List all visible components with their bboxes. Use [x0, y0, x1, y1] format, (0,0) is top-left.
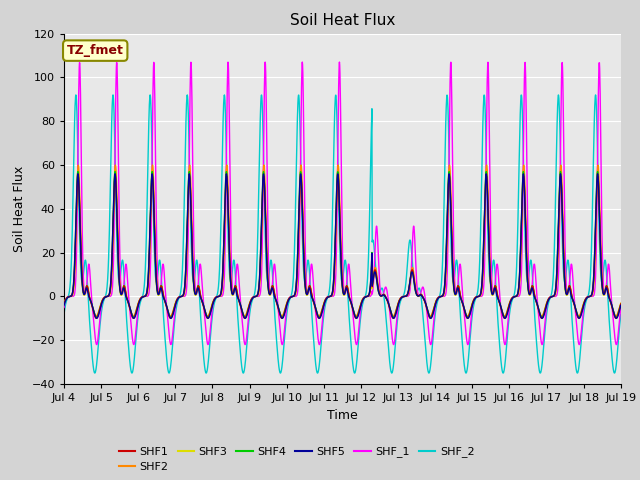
SHF_2 [568, 317, 576, 323]
SHF3 [371, 268, 379, 274]
SHF5 [216, 293, 223, 299]
SHF1 [204, 315, 211, 321]
Title: Soil Heat Flux: Soil Heat Flux [290, 13, 395, 28]
SHF3 [505, 303, 513, 309]
SHF5 [584, 295, 591, 300]
Legend: SHF1, SHF2, SHF3, SHF4, SHF5, SHF_1, SHF_2: SHF1, SHF2, SHF3, SHF4, SHF5, SHF_1, SHF… [114, 442, 479, 477]
SHF4 [568, 294, 575, 300]
SHF2 [584, 294, 591, 300]
SHF_1 [359, 297, 367, 302]
SHF5 [359, 298, 367, 303]
Line: SHF3: SHF3 [64, 169, 621, 316]
Line: SHF5: SHF5 [64, 174, 621, 318]
SHF5 [568, 295, 576, 301]
SHF1 [359, 297, 367, 302]
SHF4 [504, 305, 512, 311]
SHF_1 [335, 59, 343, 65]
SHF3 [617, 300, 625, 306]
SHF_1 [568, 264, 576, 270]
SHF5 [60, 302, 68, 308]
SHF5 [617, 302, 625, 308]
SHF_1 [60, 305, 68, 311]
SHF3 [445, 167, 453, 172]
SHF_1 [505, 312, 513, 317]
SHF2 [617, 300, 625, 306]
SHF_2 [505, 319, 513, 325]
SHF4 [612, 314, 620, 320]
SHF4 [617, 301, 625, 307]
SHF_2 [60, 312, 68, 317]
SHF2 [359, 296, 367, 302]
SHF1 [568, 295, 576, 300]
SHF2 [204, 313, 211, 319]
Y-axis label: Soil Heat Flux: Soil Heat Flux [13, 166, 26, 252]
SHF5 [505, 306, 513, 312]
SHF3 [216, 293, 223, 299]
Line: SHF4: SHF4 [64, 171, 621, 317]
SHF_2 [216, 267, 223, 273]
SHF5 [74, 171, 82, 177]
SHF_2 [584, 295, 591, 300]
SHF4 [60, 301, 68, 307]
SHF_1 [371, 254, 379, 260]
SHF2 [297, 162, 305, 168]
SHF3 [204, 313, 211, 319]
SHF1 [216, 293, 223, 299]
SHF2 [371, 265, 379, 271]
SHF3 [568, 295, 576, 301]
SHF3 [60, 300, 68, 306]
SHF3 [584, 294, 591, 300]
SHF2 [505, 303, 513, 309]
SHF_2 [359, 300, 367, 306]
SHF1 [371, 267, 379, 273]
SHF_1 [216, 294, 223, 300]
SHF_2 [351, 370, 358, 376]
Line: SHF2: SHF2 [64, 165, 621, 316]
SHF1 [584, 294, 591, 300]
Line: SHF_2: SHF_2 [64, 95, 621, 373]
SHF1 [617, 301, 625, 307]
SHF3 [359, 297, 367, 302]
SHF1 [60, 301, 68, 307]
SHF5 [464, 315, 472, 321]
SHF_2 [617, 312, 625, 317]
Line: SHF_1: SHF_1 [64, 62, 621, 345]
SHF4 [216, 293, 223, 299]
SHF5 [371, 269, 379, 275]
SHF_2 [371, 256, 379, 262]
SHF4 [359, 297, 367, 303]
Line: SHF1: SHF1 [64, 176, 621, 318]
SHF_1 [584, 294, 591, 300]
Text: TZ_fmet: TZ_fmet [67, 44, 124, 57]
SHF2 [568, 294, 576, 300]
SHF_1 [617, 305, 625, 311]
X-axis label: Time: Time [327, 408, 358, 421]
SHF4 [584, 295, 591, 300]
SHF_1 [464, 342, 472, 348]
SHF4 [371, 267, 379, 273]
SHF4 [74, 168, 82, 174]
SHF1 [445, 173, 453, 179]
SHF1 [505, 304, 513, 310]
SHF2 [60, 300, 68, 306]
SHF2 [216, 293, 223, 299]
SHF_2 [109, 92, 117, 98]
